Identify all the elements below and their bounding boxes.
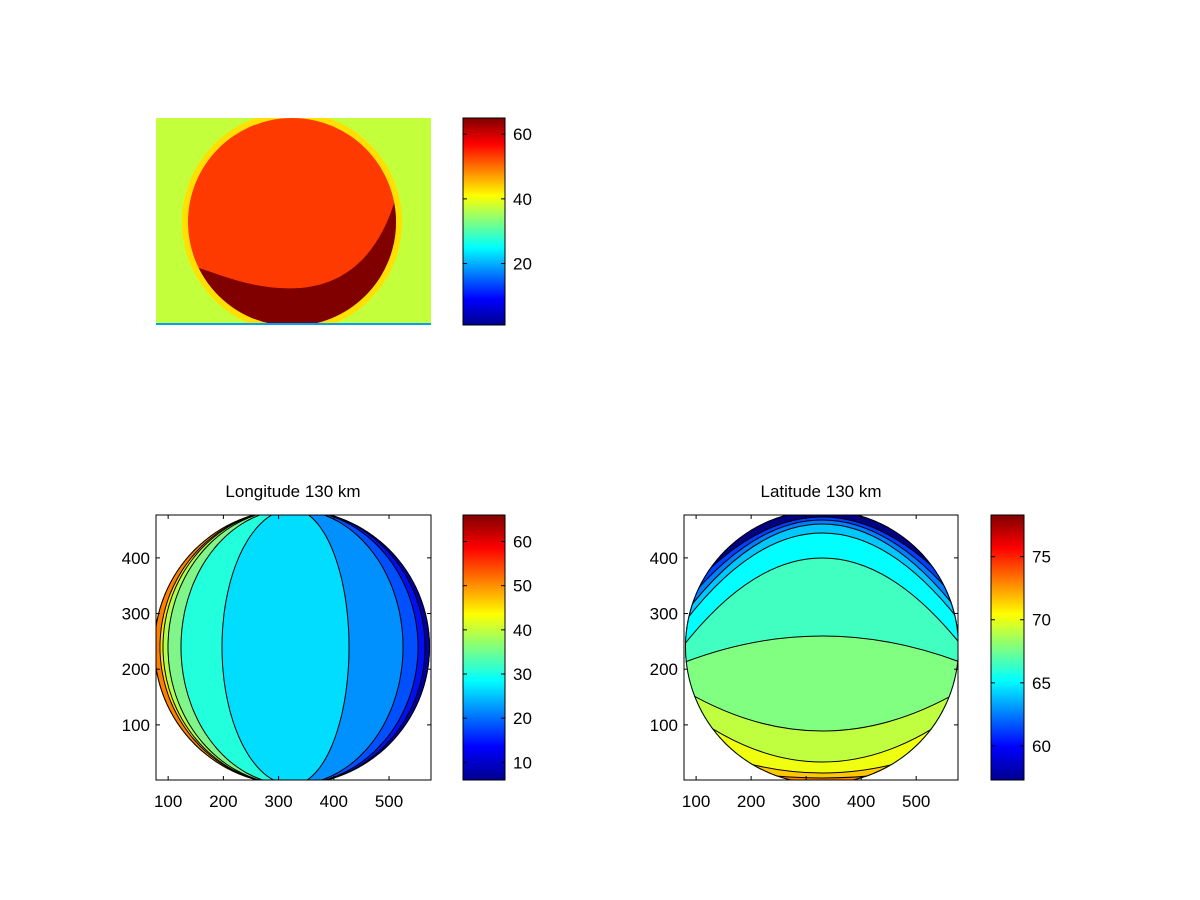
- y-tick-label: 300: [650, 605, 678, 624]
- x-tick-label: 300: [264, 792, 292, 811]
- cb|0-tick-label: 40: [513, 190, 532, 209]
- x-tick-label: 200: [209, 792, 237, 811]
- y-tick-label: 200: [650, 660, 678, 679]
- colorbar-top: 20 40 60: [462, 117, 532, 326]
- colorbar-longitude: 10 20 30 40 50 60: [462, 514, 532, 781]
- image-axes: [156, 118, 431, 325]
- cb|2-tick-label: 70: [1032, 611, 1051, 630]
- y-tick-label: 400: [650, 549, 678, 568]
- y-tick-label: 200: [122, 660, 150, 679]
- y-tick-label: 300: [122, 605, 150, 624]
- latitude-axes-box: [683, 514, 959, 781]
- latitude-axes: 100 200 300 400 500 100 200 300 400: [650, 514, 959, 811]
- x-tick-label: 300: [792, 792, 820, 811]
- x-tick-label: 200: [737, 792, 765, 811]
- cb|2-tick-label: 65: [1032, 674, 1051, 693]
- y-tick-label: 400: [122, 549, 150, 568]
- longitude-axes: 100 200 300 400 500 100 200 300 400: [122, 514, 432, 811]
- cb|0-gradient: [462, 117, 506, 326]
- cb|2-tick-label: 60: [1032, 737, 1051, 756]
- x-tick-label: 400: [847, 792, 875, 811]
- cb|2-tick-label: 75: [1032, 548, 1051, 567]
- contour-band: [156, 515, 293, 780]
- longitude-title: Longitude 130 km: [225, 482, 360, 501]
- y-tick-label: 100: [122, 716, 150, 735]
- cb|1-tick-label: 40: [513, 621, 532, 640]
- x-tick-label: 500: [902, 792, 930, 811]
- cb|0-tick-label: 60: [513, 125, 532, 144]
- cb|1-tick-label: 30: [513, 665, 532, 684]
- cb|1-tick-label: 10: [513, 753, 532, 772]
- y-tick-label: 100: [650, 716, 678, 735]
- cb|0-tick-label: 20: [513, 255, 532, 274]
- latitude-title: Latitude 130 km: [761, 482, 882, 501]
- cb|1-tick-label: 20: [513, 709, 532, 728]
- x-tick-label: 100: [682, 792, 710, 811]
- colorbar-latitude: 60 65 70 75: [990, 514, 1051, 781]
- longitude-axes-box: [155, 514, 432, 781]
- x-tick-label: 500: [375, 792, 403, 811]
- cb|1-gradient: [462, 514, 506, 781]
- cb|2-gradient: [990, 514, 1025, 781]
- image-disk: [188, 118, 396, 325]
- x-tick-label: 100: [154, 792, 182, 811]
- cb|1-tick-label: 60: [513, 533, 532, 552]
- cb|1-tick-label: 50: [513, 577, 532, 596]
- x-tick-label: 400: [320, 792, 348, 811]
- image-bottom-line: [156, 323, 431, 325]
